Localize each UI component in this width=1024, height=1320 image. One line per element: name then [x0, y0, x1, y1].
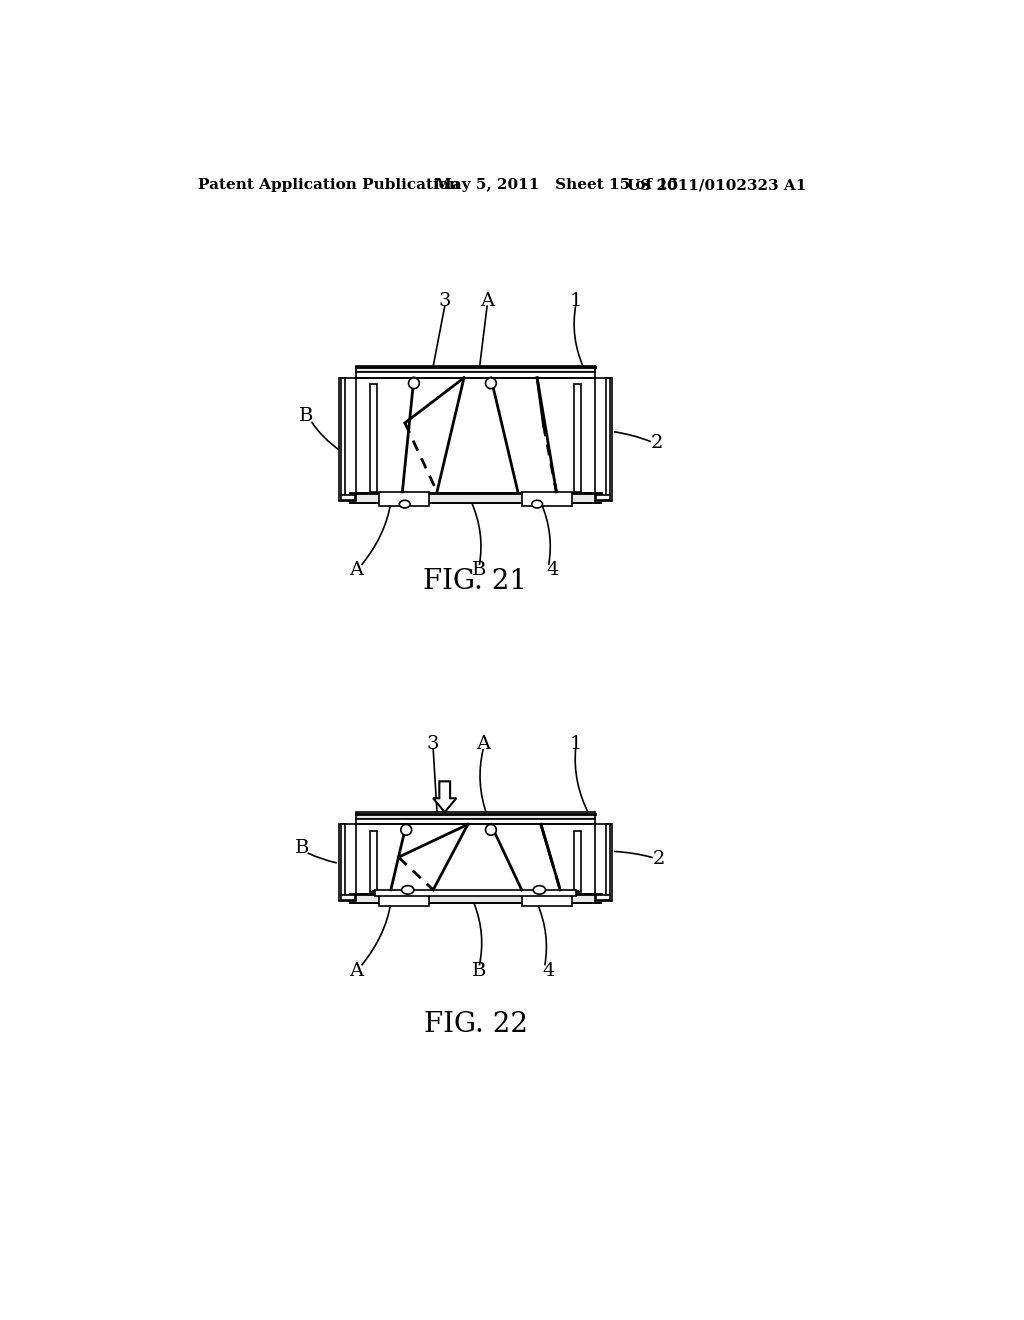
- Text: FIG. 22: FIG. 22: [424, 1011, 527, 1038]
- Text: 1: 1: [569, 292, 582, 310]
- Bar: [341, 378, 345, 495]
- Bar: [341, 825, 345, 895]
- Bar: [370, 830, 377, 892]
- Text: 4: 4: [547, 561, 559, 579]
- Bar: [339, 825, 356, 902]
- Bar: [605, 825, 610, 895]
- Text: A: A: [480, 292, 495, 310]
- Text: A: A: [476, 735, 490, 752]
- Text: A: A: [349, 962, 364, 979]
- Bar: [379, 492, 429, 506]
- Bar: [595, 378, 611, 502]
- Text: US 2011/0102323 A1: US 2011/0102323 A1: [628, 178, 807, 193]
- Bar: [574, 384, 581, 492]
- Circle shape: [485, 825, 497, 836]
- Bar: [356, 366, 595, 372]
- Bar: [596, 495, 610, 499]
- Text: May 5, 2011   Sheet 15 of 15: May 5, 2011 Sheet 15 of 15: [435, 178, 678, 193]
- Bar: [574, 830, 581, 892]
- Text: 3: 3: [438, 292, 451, 310]
- Text: 2: 2: [652, 850, 665, 869]
- Bar: [341, 495, 354, 499]
- Text: B: B: [472, 962, 486, 979]
- Bar: [341, 895, 354, 900]
- Bar: [521, 892, 571, 906]
- Text: 3: 3: [427, 735, 439, 752]
- Ellipse shape: [401, 886, 414, 894]
- Text: Patent Application Publication: Patent Application Publication: [199, 178, 461, 193]
- Text: B: B: [299, 408, 313, 425]
- Ellipse shape: [399, 500, 410, 508]
- Text: B: B: [472, 561, 486, 579]
- Bar: [350, 894, 601, 903]
- Bar: [379, 892, 429, 906]
- Circle shape: [409, 378, 419, 388]
- Ellipse shape: [531, 500, 543, 508]
- Bar: [376, 890, 575, 896]
- Bar: [339, 378, 356, 502]
- Bar: [370, 384, 377, 492]
- Bar: [356, 818, 595, 825]
- Circle shape: [485, 378, 497, 388]
- Bar: [521, 492, 571, 506]
- Bar: [356, 372, 595, 378]
- Text: B: B: [295, 838, 309, 857]
- Bar: [595, 825, 611, 902]
- Text: 4: 4: [543, 962, 555, 979]
- Circle shape: [400, 825, 412, 836]
- Text: FIG. 21: FIG. 21: [424, 569, 527, 595]
- Bar: [596, 895, 610, 900]
- Bar: [356, 812, 595, 818]
- Text: 2: 2: [650, 434, 663, 453]
- Text: A: A: [349, 561, 364, 579]
- Polygon shape: [433, 781, 457, 812]
- Ellipse shape: [534, 886, 546, 894]
- Bar: [605, 378, 610, 495]
- Text: 1: 1: [569, 735, 582, 752]
- Bar: [350, 494, 601, 503]
